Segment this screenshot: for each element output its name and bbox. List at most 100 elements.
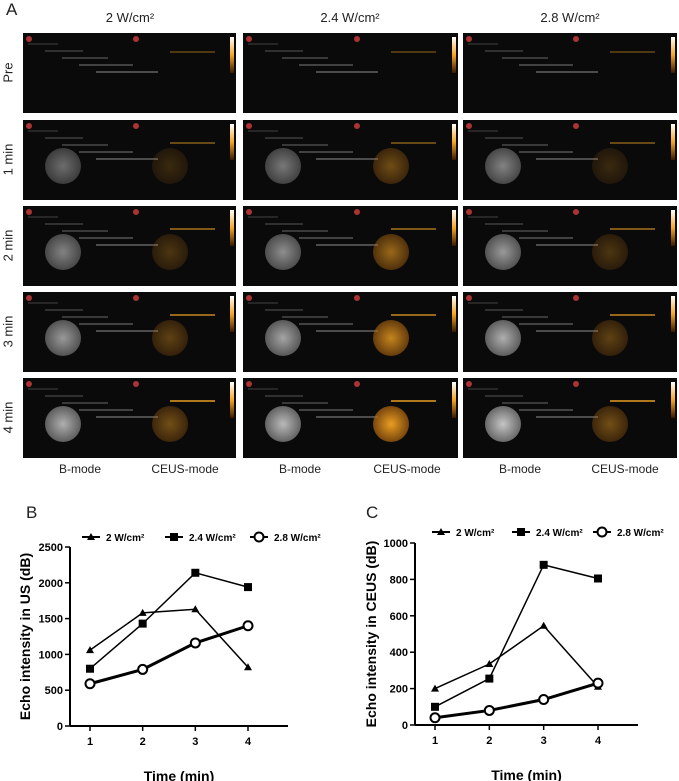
tissue-echo [265, 223, 303, 225]
ceus-signal [169, 314, 215, 316]
data-point [191, 605, 200, 613]
tumor-ceus [592, 148, 628, 184]
ultrasound-image [243, 292, 458, 372]
color-scale-bar [230, 37, 234, 73]
tissue-echo [299, 151, 353, 153]
tissue-echo [299, 237, 353, 239]
ultrasound-image [23, 206, 236, 286]
tumor-ceus [372, 320, 409, 356]
data-point [431, 702, 439, 711]
tissue-echo [62, 402, 108, 404]
probe-marker-icon [246, 123, 252, 129]
x-axis-label: Time (min) [144, 768, 215, 781]
y-tick-label: 0 [402, 720, 408, 732]
tumor-bmode [45, 406, 81, 442]
probe-marker-icon [246, 36, 252, 42]
mode-label-bmode: B-mode [498, 462, 542, 476]
color-scale-bar [671, 296, 675, 332]
mode-label-ceus: CEUS-mode [591, 462, 659, 476]
tissue-echo [62, 144, 108, 146]
ceus-signal [169, 142, 215, 144]
probe-marker-icon [573, 209, 579, 215]
x-tick-label: 3 [192, 736, 198, 748]
data-point [86, 664, 94, 673]
series-line-1 [89, 571, 249, 670]
tissue-echo [502, 144, 548, 146]
tissue-echo [62, 230, 108, 232]
panel-label: B [26, 503, 37, 522]
panel-label: C [366, 503, 378, 522]
tissue-echo [502, 230, 548, 232]
tumor-ceus [372, 406, 409, 442]
probe-marker-icon [353, 381, 360, 387]
data-point [138, 619, 147, 628]
ultrasound-image [243, 378, 458, 458]
tissue-echo [28, 130, 58, 132]
color-scale-bar [230, 296, 234, 332]
tumor-bmode [265, 320, 301, 356]
mode-label-ceus: CEUS-mode [151, 462, 219, 476]
tumor-bmode [45, 234, 81, 270]
tumor-ceus [592, 234, 628, 270]
tissue-echo [62, 316, 108, 318]
y-axis-label: Echo intensity in US (dB) [17, 553, 33, 720]
tissue-echo [79, 237, 133, 239]
tumor-ceus [592, 320, 628, 356]
tissue-echo [519, 64, 573, 66]
data-point [189, 637, 201, 649]
ceus-signal [390, 400, 436, 402]
color-scale-bar [230, 382, 234, 418]
ultrasound-image [243, 206, 458, 286]
tumor-ceus [372, 234, 409, 270]
tissue-echo [519, 323, 573, 325]
ultrasound-image [463, 292, 677, 372]
probe-marker-icon [132, 209, 139, 215]
color-scale-bar [671, 124, 675, 160]
color-scale-bar [452, 296, 456, 332]
row-header-2min: 2 min [0, 229, 16, 262]
tissue-echo [79, 323, 133, 325]
y-tick-label: 800 [390, 574, 408, 586]
tissue-echo [299, 409, 353, 411]
tumor-ceus [151, 406, 188, 442]
tissue-echo [316, 330, 378, 332]
data-point [429, 712, 441, 724]
color-scale-bar [671, 382, 675, 418]
tissue-echo [79, 409, 133, 411]
probe-marker-icon [26, 123, 32, 129]
tissue-echo [299, 64, 353, 66]
probe-marker-icon [26, 36, 32, 42]
tissue-echo [282, 316, 328, 318]
data-point [539, 621, 548, 629]
ceus-signal [610, 314, 655, 316]
color-scale-bar [671, 37, 675, 73]
ceus-signal [169, 228, 215, 230]
probe-marker-icon [573, 123, 579, 129]
tumor-bmode [485, 234, 521, 270]
x-axis-label: Time (min) [491, 767, 562, 781]
y-tick-label: 200 [390, 684, 408, 696]
tumor-bmode [265, 234, 301, 270]
ceus-signal [610, 400, 655, 402]
data-point [485, 674, 494, 683]
tissue-echo [485, 50, 523, 52]
probe-marker-icon [466, 381, 472, 387]
color-scale-bar [452, 210, 456, 246]
tissue-echo [536, 158, 598, 160]
tissue-echo [248, 388, 278, 390]
probe-marker-icon [132, 295, 139, 301]
tumor-bmode [485, 148, 521, 184]
tissue-echo [316, 158, 378, 160]
x-tick-label: 1 [87, 736, 93, 748]
probe-marker-icon [132, 36, 139, 42]
tissue-echo [282, 57, 328, 59]
mode-label-bmode: B-mode [58, 462, 102, 476]
tissue-echo [45, 395, 83, 397]
ceus-signal [390, 51, 436, 53]
data-point [137, 663, 149, 675]
data-point [84, 678, 96, 690]
probe-marker-icon [466, 295, 472, 301]
tissue-echo [45, 137, 83, 139]
tissue-echo [45, 309, 83, 311]
x-tick-label: 1 [432, 735, 438, 747]
